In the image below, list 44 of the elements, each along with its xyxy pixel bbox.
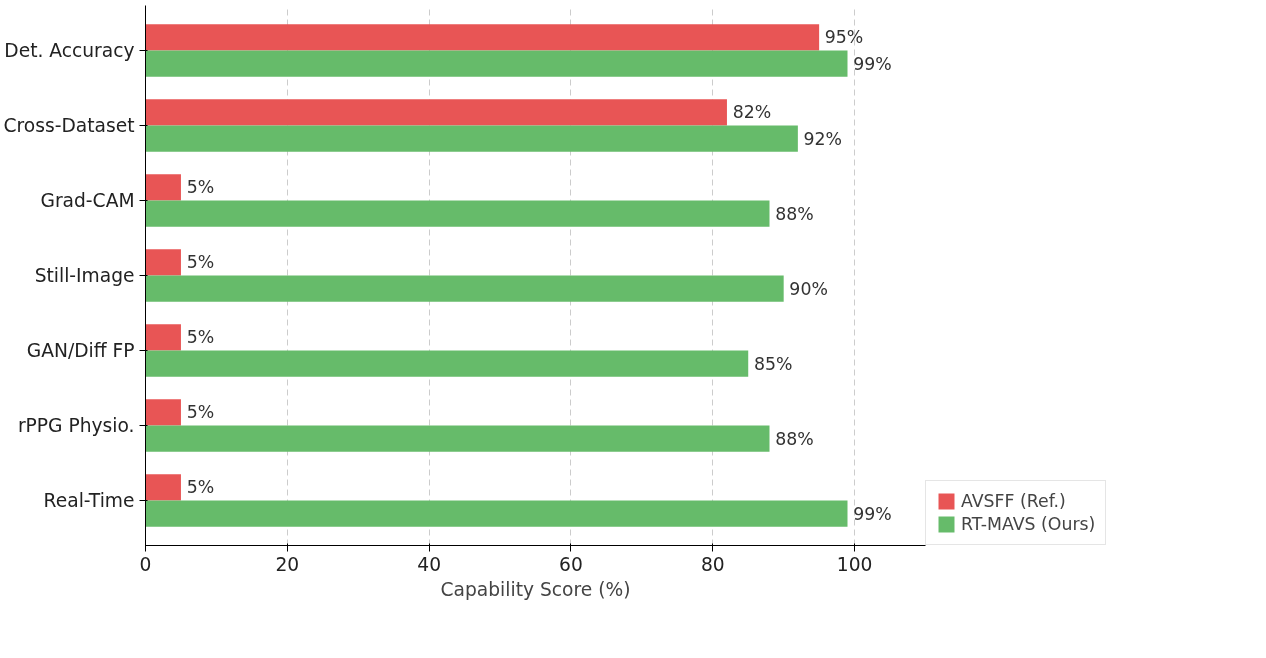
y-tick-label: Det. Accuracy: [4, 40, 135, 61]
y-tick-label: GAN/Diff FP: [26, 340, 135, 361]
data-label: 95%: [824, 27, 864, 48]
bar: [145, 200, 770, 227]
data-label: 85%: [753, 353, 793, 374]
bar: [145, 99, 727, 126]
legend-label: AVSFF (Ref.): [961, 491, 1066, 511]
y-tick-label: Cross-Dataset: [3, 115, 135, 136]
y-tick-label: Still-Image: [34, 265, 135, 286]
x-tick-label: 0: [139, 553, 152, 575]
data-label: 88%: [775, 203, 814, 224]
data-label: 90%: [789, 278, 828, 299]
data-label: 5%: [186, 402, 215, 423]
y-tick-label: Real-Time: [43, 490, 135, 511]
data-label: 99%: [853, 53, 892, 74]
bar: [145, 50, 848, 77]
x-axis-title: Capability Score (%): [440, 578, 631, 600]
x-tick-label: 60: [559, 553, 583, 575]
data-label: 5%: [186, 252, 215, 273]
bar: [145, 125, 798, 152]
data-label: 5%: [186, 327, 215, 348]
y-tick-label: Grad-CAM: [40, 190, 135, 211]
bar: [145, 249, 181, 276]
x-tick-label: 20: [275, 553, 300, 575]
x-tick-label: 100: [836, 553, 873, 575]
bar: [145, 474, 181, 501]
bar: [145, 500, 848, 527]
x-tick-label: 40: [417, 553, 442, 575]
data-label: 5%: [186, 177, 215, 198]
bar: [145, 399, 181, 426]
data-label: 92%: [803, 128, 843, 149]
data-label: 5%: [186, 477, 215, 498]
bar: [145, 425, 770, 452]
data-label: 88%: [775, 428, 814, 449]
data-label: 99%: [853, 503, 892, 524]
bar: [145, 24, 820, 51]
bar: [145, 324, 181, 351]
bar: [145, 174, 181, 201]
data-label: 82%: [732, 102, 772, 123]
x-tick-label: 80: [700, 553, 725, 575]
bar: [145, 275, 784, 302]
bar: [145, 350, 749, 377]
y-tick-label: rPPG Physio.: [17, 415, 135, 436]
legend-label: RT-MAVS (Ours): [961, 514, 1096, 534]
